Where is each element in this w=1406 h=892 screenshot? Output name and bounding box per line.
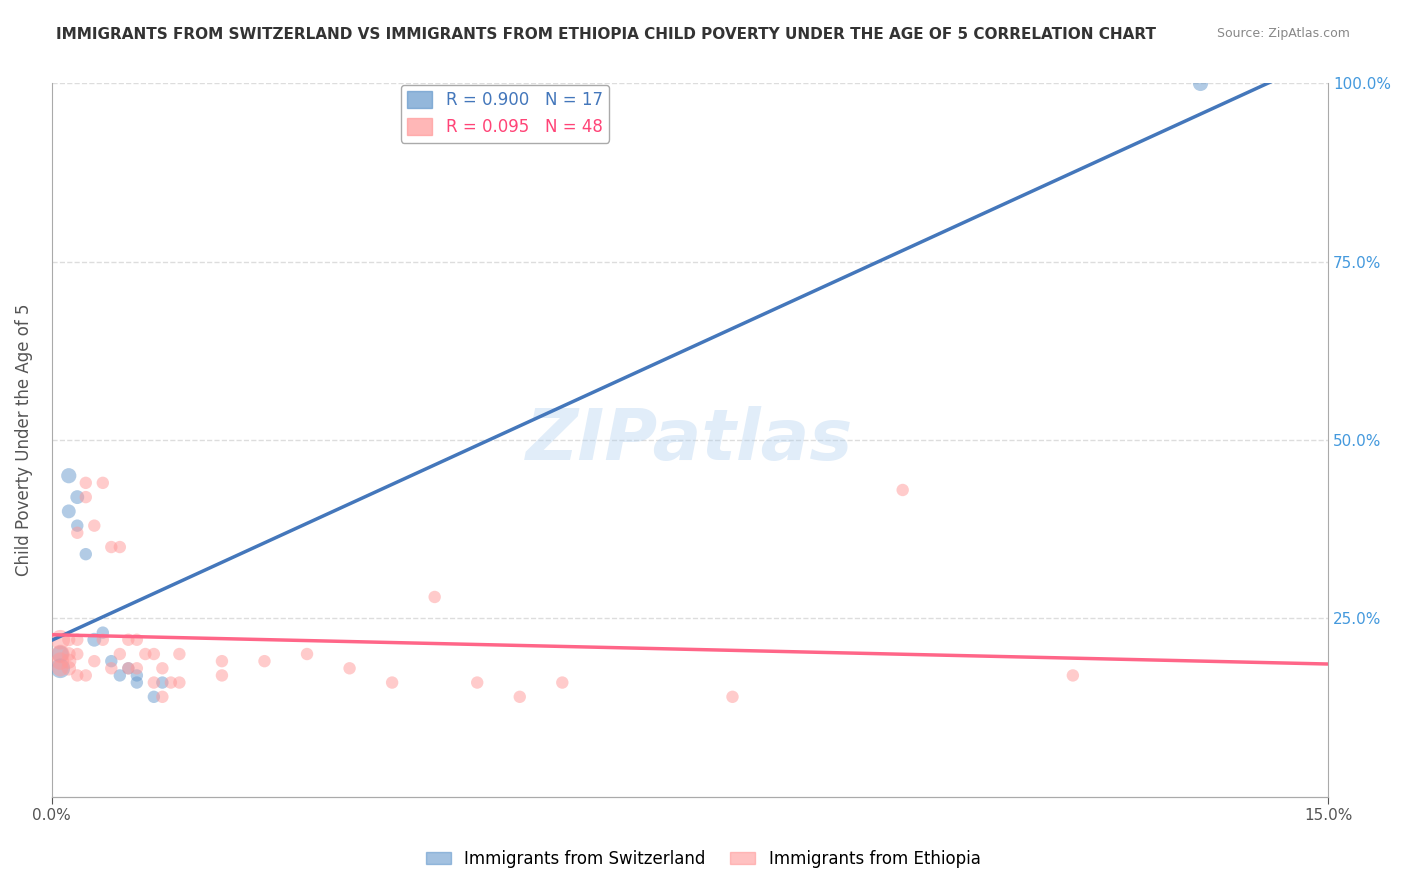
Point: [49, 661, 72, 675]
Point: [66, 525, 89, 540]
Point: [108, 540, 131, 554]
Point: [117, 661, 139, 675]
Point: [125, 668, 148, 682]
Point: [58, 661, 80, 675]
Point: [83, 632, 105, 647]
Text: IMMIGRANTS FROM SWITZERLAND VS IMMIGRANTS FROM ETHIOPIA CHILD POVERTY UNDER THE : IMMIGRANTS FROM SWITZERLAND VS IMMIGRANT…: [56, 27, 1156, 42]
Point: [150, 675, 173, 690]
Point: [66, 668, 89, 682]
Point: [423, 590, 446, 604]
Point: [49, 661, 72, 675]
Point: [58, 468, 80, 483]
Point: [91, 475, 114, 490]
Point: [66, 647, 89, 661]
Point: [150, 690, 173, 704]
Point: [58, 647, 80, 661]
Legend: R = 0.900   N = 17, R = 0.095   N = 48: R = 0.900 N = 17, R = 0.095 N = 48: [401, 85, 609, 143]
Point: [211, 668, 233, 682]
Point: [465, 675, 488, 690]
Point: [509, 690, 531, 704]
Point: [142, 690, 165, 704]
Point: [83, 654, 105, 668]
Point: [58, 654, 80, 668]
Point: [91, 625, 114, 640]
Point: [49, 647, 72, 661]
Point: [142, 675, 165, 690]
Point: [91, 632, 114, 647]
Point: [100, 661, 122, 675]
Point: [891, 483, 914, 497]
Point: [75, 490, 97, 504]
Point: [49, 632, 72, 647]
Point: [169, 675, 191, 690]
Point: [339, 661, 361, 675]
Text: Source: ZipAtlas.com: Source: ZipAtlas.com: [1216, 27, 1350, 40]
Point: [125, 632, 148, 647]
Y-axis label: Child Poverty Under the Age of 5: Child Poverty Under the Age of 5: [15, 304, 32, 576]
Point: [75, 668, 97, 682]
Point: [117, 632, 139, 647]
Point: [58, 632, 80, 647]
Point: [160, 675, 183, 690]
Point: [117, 661, 139, 675]
Point: [100, 540, 122, 554]
Point: [169, 647, 191, 661]
Point: [75, 475, 97, 490]
Point: [721, 690, 744, 704]
Point: [142, 647, 165, 661]
Point: [1062, 668, 1084, 682]
Point: [381, 675, 404, 690]
Legend: Immigrants from Switzerland, Immigrants from Ethiopia: Immigrants from Switzerland, Immigrants …: [419, 844, 987, 875]
Point: [49, 654, 72, 668]
Point: [253, 654, 276, 668]
Point: [108, 668, 131, 682]
Point: [58, 504, 80, 518]
Point: [134, 647, 156, 661]
Point: [551, 675, 574, 690]
Point: [125, 661, 148, 675]
Point: [211, 654, 233, 668]
Point: [108, 647, 131, 661]
Point: [66, 490, 89, 504]
Point: [125, 675, 148, 690]
Point: [75, 547, 97, 561]
Point: [66, 518, 89, 533]
Point: [150, 661, 173, 675]
Point: [66, 632, 89, 647]
Text: ZIPatlas: ZIPatlas: [526, 406, 853, 475]
Point: [295, 647, 318, 661]
Point: [49, 647, 72, 661]
Point: [100, 654, 122, 668]
Point: [83, 518, 105, 533]
Point: [1189, 77, 1212, 91]
